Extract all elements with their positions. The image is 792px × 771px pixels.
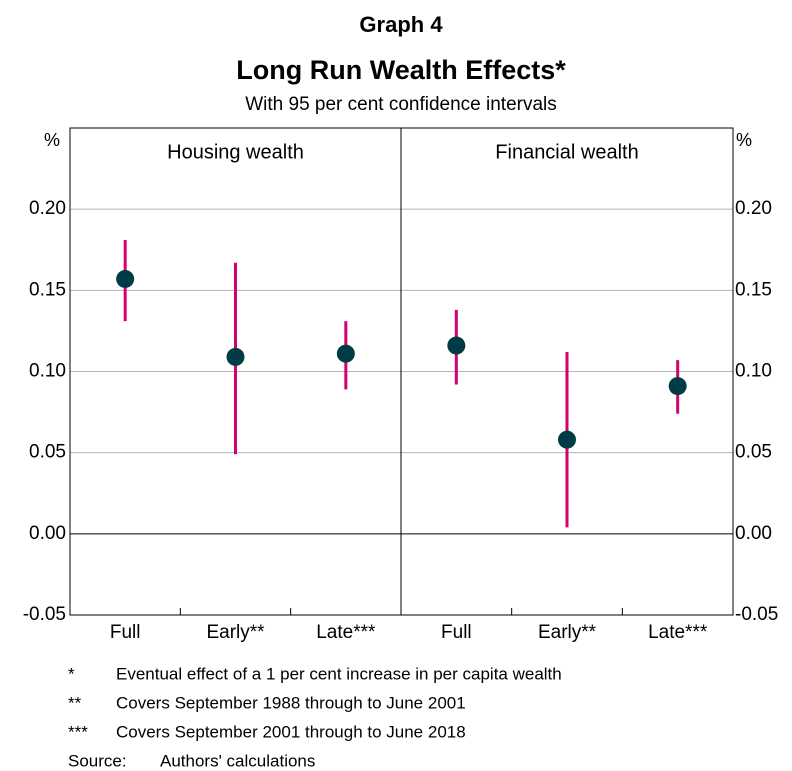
y-axis-label: % <box>44 130 60 150</box>
y2-tick-label: 0.20 <box>735 198 772 219</box>
point <box>447 336 466 355</box>
chart-title: Long Run Wealth Effects* <box>236 55 566 85</box>
y-tick-label: 0.00 <box>29 523 66 544</box>
point <box>668 377 687 396</box>
point <box>116 269 135 288</box>
y-tick-label: 0.10 <box>29 361 66 382</box>
y2-tick-label: 0.00 <box>735 523 772 544</box>
note-mark: ** <box>68 693 82 712</box>
y2-tick-label: -0.05 <box>735 604 778 625</box>
source-text: Authors' calculations <box>160 751 315 770</box>
x-tick-label: Early** <box>206 622 265 643</box>
graph-label: Graph 4 <box>359 12 443 37</box>
note-text: Covers September 2001 through to June 20… <box>116 722 466 741</box>
point <box>336 344 355 363</box>
note-text: Eventual effect of a 1 per cent increase… <box>116 664 562 683</box>
y2-tick-label: 0.05 <box>735 442 772 463</box>
y-tick-label: 0.15 <box>29 279 66 300</box>
x-tick-label: Late*** <box>648 622 708 643</box>
x-tick-label: Late*** <box>316 622 376 643</box>
point <box>558 430 576 449</box>
y2-tick-label: 0.10 <box>735 361 772 382</box>
x-tick-label: Early** <box>538 622 597 643</box>
note-mark: *** <box>68 722 88 741</box>
y-tick-label: 0.05 <box>29 442 66 463</box>
point <box>226 347 245 366</box>
note-mark: * <box>68 664 75 683</box>
panel-title: Housing wealth <box>167 141 304 163</box>
source-label: Source: <box>68 751 127 770</box>
chart-subtitle: With 95 per cent confidence intervals <box>245 94 557 115</box>
note-text: Covers September 1988 through to June 20… <box>116 693 466 712</box>
x-tick-label: Full <box>441 622 472 643</box>
y2-axis-label: % <box>736 130 752 150</box>
y-tick-label: -0.05 <box>23 604 66 625</box>
x-tick-label: Full <box>110 622 141 643</box>
y-tick-label: 0.20 <box>29 198 66 219</box>
panel-title: Financial wealth <box>495 141 638 163</box>
y2-tick-label: 0.15 <box>735 279 772 300</box>
